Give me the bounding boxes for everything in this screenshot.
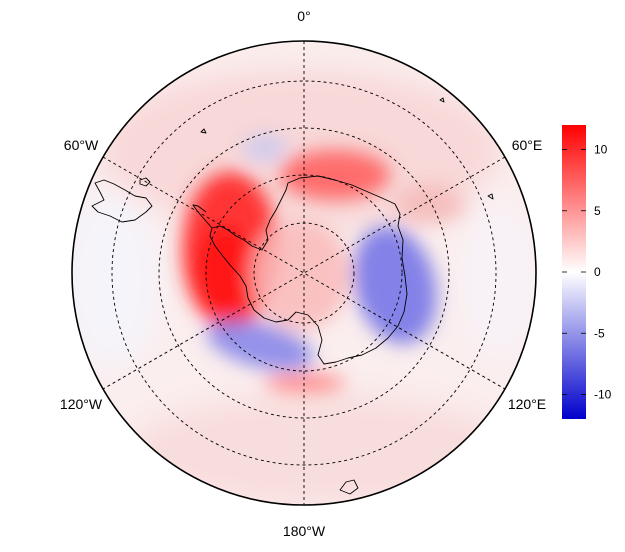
anomaly-west-core [195,225,255,315]
meridian-60e-120w [102,156,506,390]
anomaly-ross-negative [206,319,314,371]
anomaly-pacific-positive [265,374,345,392]
anomaly-left-white [72,190,160,370]
anomaly-upper-blue [243,134,287,162]
colorbar: 10 5 0 -5 -10 [562,125,612,419]
colorbar-tick-label: 0 [594,265,601,279]
meridian-60w-120e [102,156,506,390]
antarctica-coastline [209,175,408,365]
anomaly-right-white [460,200,536,360]
peninsula-coastline [192,204,213,229]
graticule [102,41,506,505]
colorbar-tick-label: -10 [594,388,612,402]
island-small-1 [200,128,207,134]
island-south-pacific [339,479,359,495]
colorbar-ticks: 10 5 0 -5 -10 [562,143,612,402]
latitude-circle-2 [205,174,403,372]
label-lon-180w: 180°W [283,523,326,539]
colorbar-tick-label: 10 [594,143,608,157]
colorbar-tick-label: -5 [594,326,605,340]
south-america-coastline [91,179,153,223]
coastlines [91,97,494,495]
label-lon-120w: 120°W [60,396,103,412]
colorbar-tick-label: 5 [594,204,601,218]
label-lon-60w: 60°W [64,137,99,153]
longitude-labels: 0° 60°E 120°E 180°W 120°W 60°W [60,8,546,539]
latitude-circle-3 [158,127,450,419]
label-lon-120e: 120°E [508,396,546,412]
tierra-del-fuego-coastline [139,177,151,187]
island-small-2 [439,97,445,103]
anomaly-weddell-positive [280,150,390,200]
anomaly-field [72,41,536,505]
anomaly-ne-pink [395,185,465,225]
label-lon-60e: 60°E [512,137,543,153]
map-boundary [71,40,537,506]
island-small-3 [487,193,494,200]
anomaly-east-antarctic-negative [353,226,437,344]
latitude-circle-4 [111,80,497,466]
label-lon-0: 0° [297,8,310,24]
